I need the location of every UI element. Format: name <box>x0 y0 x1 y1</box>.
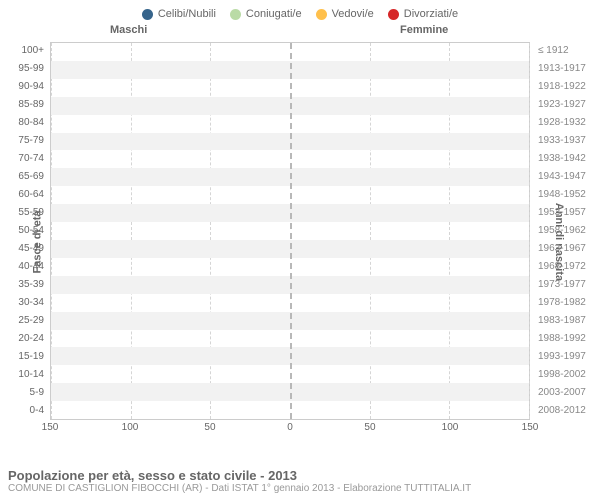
age-label: 45-49 <box>0 244 48 254</box>
age-label: 100+ <box>0 46 48 56</box>
year-label: 1928-1932 <box>534 118 600 128</box>
year-label: 2003-2007 <box>534 388 600 398</box>
year-label: 1998-2002 <box>534 370 600 380</box>
header-male: Maschi <box>110 24 147 36</box>
year-label: 1988-1992 <box>534 334 600 344</box>
year-label: 2008-2012 <box>534 406 600 416</box>
year-label: 1978-1982 <box>534 298 600 308</box>
age-label: 90-94 <box>0 82 48 92</box>
x-tick: 150 <box>42 422 59 433</box>
year-label: 1938-1942 <box>534 154 600 164</box>
x-tick: 0 <box>287 422 293 433</box>
x-tick: 50 <box>364 422 375 433</box>
legend-swatch <box>316 9 327 20</box>
x-tick: 100 <box>442 422 459 433</box>
legend-item: Vedovi/e <box>316 8 374 20</box>
x-tick: 50 <box>204 422 215 433</box>
legend-label: Coniugati/e <box>246 8 302 20</box>
center-line <box>290 43 292 419</box>
age-label: 55-59 <box>0 208 48 218</box>
header-female: Femmine <box>400 24 448 36</box>
age-label: 75-79 <box>0 136 48 146</box>
legend-label: Divorziati/e <box>404 8 458 20</box>
grid-line <box>529 43 530 419</box>
year-label: 1968-1972 <box>534 262 600 272</box>
legend-label: Vedovi/e <box>332 8 374 20</box>
age-label: 35-39 <box>0 280 48 290</box>
year-label: 1983-1987 <box>534 316 600 326</box>
year-label: 1958-1962 <box>534 226 600 236</box>
age-label: 10-14 <box>0 370 48 380</box>
year-label: 1933-1937 <box>534 136 600 146</box>
age-label: 80-84 <box>0 118 48 128</box>
legend-swatch <box>230 9 241 20</box>
age-label: 50-54 <box>0 226 48 236</box>
x-axis: 15010050050100150 <box>50 422 530 442</box>
year-label: 1973-1977 <box>534 280 600 290</box>
year-label: 1913-1917 <box>534 64 600 74</box>
age-label: 95-99 <box>0 64 48 74</box>
year-label: 1923-1927 <box>534 100 600 110</box>
legend-item: Coniugati/e <box>230 8 302 20</box>
x-tick: 100 <box>122 422 139 433</box>
age-label: 5-9 <box>0 388 48 398</box>
age-label: 40-44 <box>0 262 48 272</box>
year-label: 1918-1922 <box>534 82 600 92</box>
legend-item: Divorziati/e <box>388 8 458 20</box>
column-headers: Maschi Femmine <box>0 24 600 40</box>
age-label: 15-19 <box>0 352 48 362</box>
year-label: ≤ 1912 <box>534 46 600 56</box>
year-label: 1948-1952 <box>534 190 600 200</box>
year-label: 1963-1967 <box>534 244 600 254</box>
legend: Celibi/Nubili Coniugati/e Vedovi/e Divorzia… <box>0 0 600 24</box>
x-tick: 150 <box>522 422 539 433</box>
y-labels-age: 100+ 95-99 90-94 85-89 80-84 75-79 70-74 65-69 6… <box>0 42 48 420</box>
age-label: 0-4 <box>0 406 48 416</box>
legend-item: Celibi/Nubili <box>142 8 216 20</box>
age-label: 30-34 <box>0 298 48 308</box>
year-label: 1953-1957 <box>534 208 600 218</box>
footer-subtitle: COMUNE DI CASTIGLION FIBOCCHI (AR) - Dat… <box>8 483 592 494</box>
year-label: 1943-1947 <box>534 172 600 182</box>
legend-label: Celibi/Nubili <box>158 8 216 20</box>
legend-swatch <box>142 9 153 20</box>
footer-title: Popolazione per età, sesso e stato civil… <box>8 468 592 483</box>
legend-swatch <box>388 9 399 20</box>
plot-area <box>50 42 530 420</box>
age-label: 85-89 <box>0 100 48 110</box>
age-label: 25-29 <box>0 316 48 326</box>
footer: Popolazione per età, sesso e stato civil… <box>8 468 592 494</box>
age-label: 70-74 <box>0 154 48 164</box>
age-label: 20-24 <box>0 334 48 344</box>
year-label: 1993-1997 <box>534 352 600 362</box>
pyramid-chart: Fasce di età Anni di nascita 100+95-9990… <box>0 42 600 442</box>
y-labels-year: ≤ 1912 1913-1917 1918-1922 1923-1927 1928-19… <box>534 42 600 420</box>
age-label: 60-64 <box>0 190 48 200</box>
age-label: 65-69 <box>0 172 48 182</box>
